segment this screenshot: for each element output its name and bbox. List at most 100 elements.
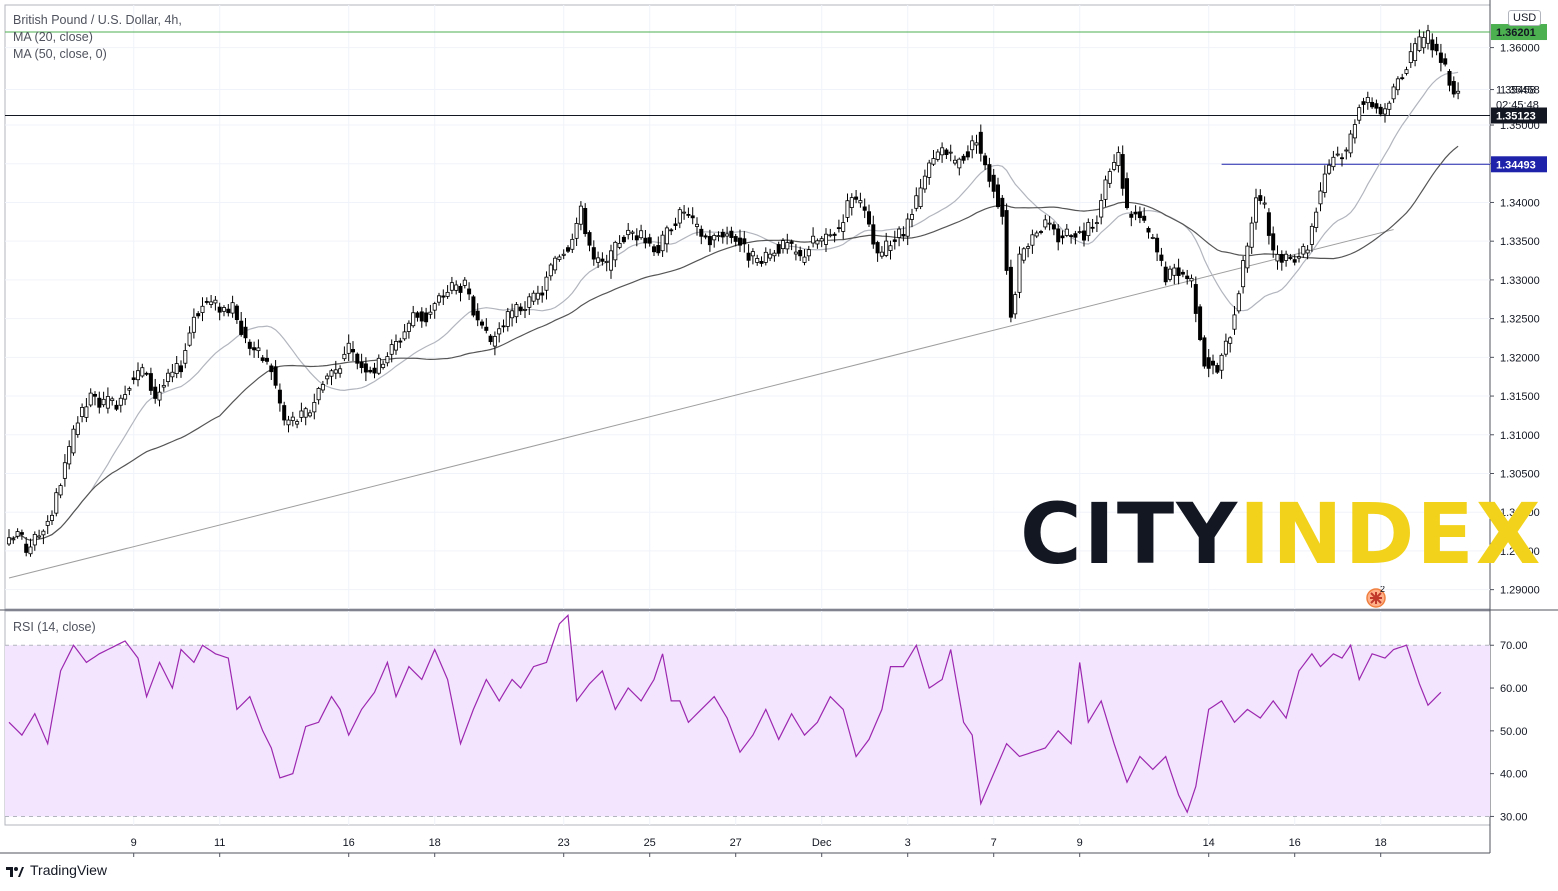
candle-body — [436, 295, 441, 303]
candle-body — [467, 288, 472, 295]
candle — [1142, 207, 1147, 223]
candle-body — [11, 538, 16, 541]
candle — [639, 224, 644, 240]
candle — [1099, 193, 1104, 225]
candle — [1262, 196, 1267, 209]
candle-body — [927, 162, 932, 178]
currency-button[interactable]: USD — [1508, 10, 1542, 26]
candle — [1361, 97, 1366, 114]
candle-body — [187, 332, 192, 346]
candle-body — [1262, 202, 1267, 205]
candle-body — [1430, 39, 1435, 51]
candle-body — [858, 200, 863, 204]
uk-flag-icon[interactable]: 2 — [1364, 584, 1390, 608]
candle — [209, 294, 214, 309]
candle — [604, 254, 609, 272]
candle-body — [802, 256, 807, 263]
candle-body — [759, 260, 764, 264]
candle-body — [260, 357, 265, 361]
candle-body — [1288, 257, 1293, 259]
candle — [1047, 216, 1052, 231]
candle-body — [1206, 357, 1211, 369]
candle — [471, 294, 476, 318]
candle — [763, 247, 768, 266]
candle-body — [419, 311, 424, 322]
candle-body — [170, 371, 175, 378]
candle-body — [634, 235, 639, 241]
candle — [1176, 258, 1181, 285]
candle — [647, 233, 652, 247]
candle-body — [1172, 267, 1177, 276]
candle — [286, 415, 291, 433]
candle-body — [471, 296, 476, 316]
candle — [183, 343, 188, 369]
candle-body — [1400, 77, 1405, 80]
price-tick-label: 1.34000 — [1500, 197, 1540, 209]
price-label-last: 1.35458 — [1496, 85, 1536, 97]
candle — [282, 401, 287, 426]
candle-body — [221, 307, 226, 312]
candle — [153, 378, 158, 404]
candle-body — [699, 228, 704, 237]
candle — [600, 252, 605, 266]
candle-body — [695, 223, 700, 227]
candle — [677, 207, 682, 229]
candle — [1168, 265, 1173, 282]
candle-body — [398, 340, 403, 343]
candle-body — [1094, 222, 1099, 225]
candle-body — [1112, 162, 1117, 170]
candle — [273, 360, 278, 389]
candle — [1056, 224, 1061, 251]
candle-body — [1185, 275, 1190, 280]
candle — [978, 124, 983, 162]
candle — [45, 515, 50, 535]
candle-body — [1193, 284, 1198, 314]
candle — [381, 360, 386, 370]
candle — [350, 341, 355, 362]
candle-body — [1254, 197, 1259, 223]
candle — [1288, 253, 1293, 261]
candle-body — [178, 365, 183, 373]
candle-body — [1357, 107, 1362, 121]
candle — [226, 304, 231, 317]
candle — [776, 241, 781, 257]
candle-body — [570, 238, 575, 250]
time-tick-label: 14 — [1203, 837, 1215, 849]
candle-body — [716, 235, 721, 238]
candle — [1249, 216, 1254, 254]
candle — [488, 334, 493, 345]
candle-body — [901, 234, 906, 237]
candle — [166, 368, 171, 387]
candle — [755, 254, 760, 266]
candle — [1258, 189, 1263, 205]
candle-body — [1426, 30, 1431, 44]
candle-body — [1391, 86, 1396, 100]
candle-body — [518, 306, 523, 312]
candle — [832, 232, 837, 243]
candle-body — [1361, 101, 1366, 105]
candle-body — [970, 140, 975, 151]
candle-body — [922, 175, 927, 190]
candle-body — [514, 304, 519, 318]
candle — [918, 178, 923, 210]
candle — [385, 352, 390, 367]
candle — [1322, 165, 1327, 198]
candle-body — [832, 233, 837, 236]
candle-body — [320, 384, 325, 391]
price-tick-label: 1.29500 — [1500, 546, 1540, 558]
flag-badge-count: 2 — [1380, 586, 1385, 594]
candle — [1447, 69, 1452, 92]
candle — [974, 134, 979, 154]
candle — [1348, 130, 1353, 158]
tradingview-brand[interactable]: TradingView — [6, 862, 107, 878]
candle — [1180, 269, 1185, 278]
candle — [484, 318, 489, 334]
candle-body — [677, 209, 682, 224]
candle-body — [974, 142, 979, 146]
candle — [561, 249, 566, 260]
candle — [492, 331, 497, 356]
candle-body — [686, 214, 691, 216]
candle-body — [836, 227, 841, 230]
candle-body — [381, 363, 386, 368]
